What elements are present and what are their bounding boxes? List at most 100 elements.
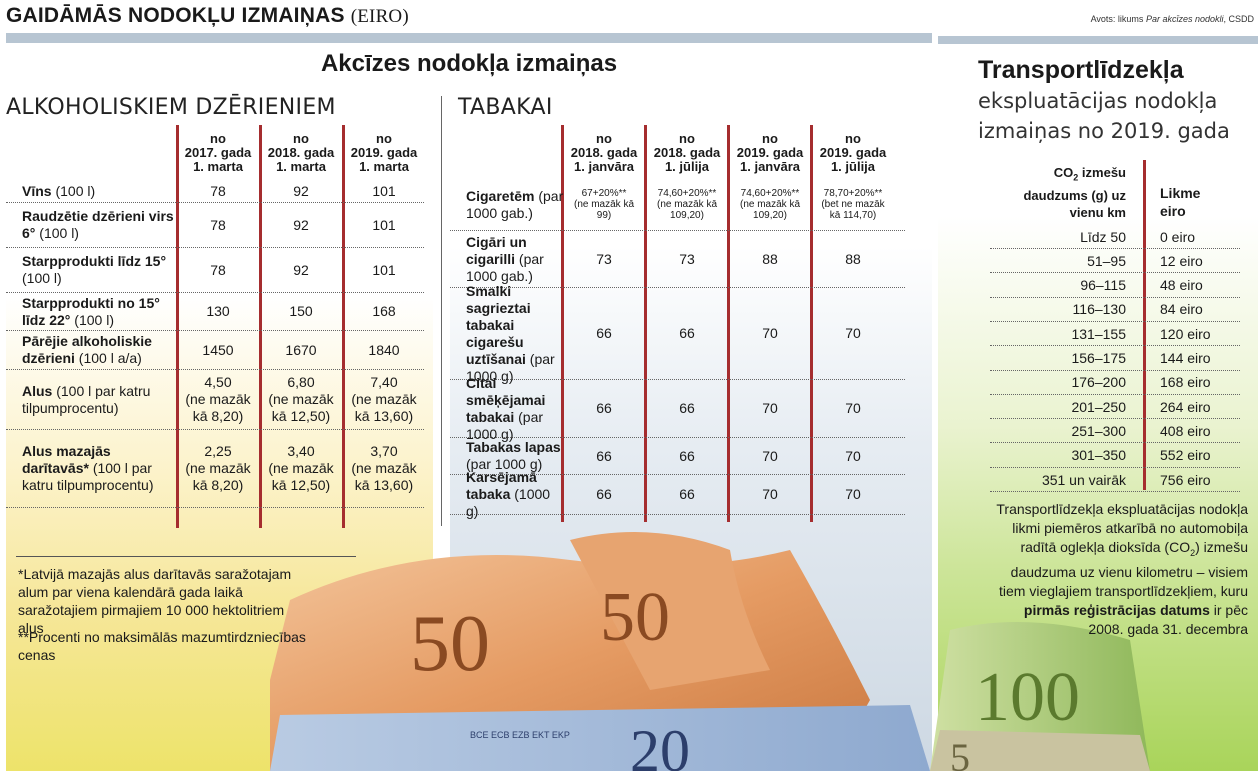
banknote-20-label: 20 — [630, 718, 690, 771]
row-label-name: Karsējamā tabaka — [466, 469, 537, 502]
row-value-lines: 73 — [679, 251, 695, 268]
footnote-2: **Procenti no maksimālās mazumtirdzniecī… — [18, 629, 306, 663]
row-value: 92 — [261, 203, 341, 247]
row-label: Raudzētie dzērieni virs 6° (100 l) — [22, 203, 176, 247]
co2-range: 201–250 — [1071, 398, 1126, 415]
banknote-100-label: 100 — [975, 659, 1080, 736]
rate-header-line2: eiro — [1160, 203, 1186, 219]
co2-range: 301–350 — [1071, 447, 1126, 464]
row-value-lines: 70 — [845, 448, 861, 465]
column-header-line: 1. janvāra — [574, 159, 634, 174]
row-value: 67+20%** (ne mazāk kā 99) — [564, 179, 644, 230]
co2-row: 156–175 144 eiro — [990, 347, 1240, 371]
column-header-1: no 2017. gada 1. marta — [178, 132, 258, 174]
row-value-line: 66 — [679, 486, 695, 502]
row-value: 70 — [813, 380, 893, 437]
section-divider — [441, 96, 442, 526]
column-header-line: 1. janvāra — [740, 159, 800, 174]
row-label: Starpprodukti no 15° līdz 22° (100 l) — [22, 293, 176, 330]
row-label-unit: (100 l par katru tilpumprocentu) — [22, 460, 154, 493]
co2-rate: 408 eiro — [1160, 422, 1211, 439]
desc-part2: ) izmešu daudzuma uz vienu kilometru – v… — [999, 539, 1248, 599]
row-value-lines: 70 — [845, 400, 861, 417]
table-row: Vīns (100 l) 78 92 101 — [6, 181, 424, 203]
row-value-line: 101 — [372, 183, 396, 199]
footnote-1: *Latvijā mazajās alus darītavās saražota… — [18, 566, 292, 636]
vehicle-tax-title: Transportlīdzekļa — [978, 56, 1184, 84]
row-value-line: 70 — [845, 325, 861, 341]
row-value: 3,70 (ne mazāk kā 13,60) — [344, 430, 424, 507]
row-value-lines: 92 — [293, 183, 309, 200]
row-label-name: Tabakas lapas — [466, 439, 561, 455]
footnotes-divider — [16, 556, 356, 557]
row-value-lines: 66 — [679, 486, 695, 503]
row-value: 66 — [564, 380, 644, 437]
table-row: Citai smēķējamai tabakai (par 1000 g) 66 6… — [450, 375, 905, 442]
column-divider-3 — [727, 125, 730, 522]
row-label: Citai smēķējamai tabakai (par 1000 g) — [466, 375, 566, 442]
co2-row: 131–155 120 eiro — [990, 322, 1240, 347]
table-row: Starpprodukti no 15° līdz 22° (100 l) 130… — [6, 293, 424, 331]
row-label-name: Raudzētie dzērieni virs 6° — [22, 208, 174, 241]
vehicle-tax-subtitle-2: izmaiņas no 2019. gada — [978, 119, 1230, 143]
column-header-line: no — [845, 131, 861, 146]
column-header-line: no — [376, 131, 392, 146]
row-label-unit: (par 1000 g) — [466, 350, 555, 384]
header-band-left — [6, 33, 932, 43]
row-label-text: Starpprodukti no 15° līdz 22° (100 l) — [22, 295, 176, 329]
row-value-lines: 66 — [679, 325, 695, 342]
row-value: 3,40 (ne mazāk kā 12,50) — [261, 430, 341, 507]
row-value: 101 — [344, 203, 424, 247]
row-value-lines: 66 — [596, 448, 612, 465]
banknote-50-label-a: 50 — [410, 600, 490, 688]
row-value-line: 101 — [372, 216, 396, 233]
row-value-line: (ne mazāk — [268, 460, 334, 476]
row-label-unit: (par 1000 gab.) — [466, 250, 544, 284]
column-header-line: 2018. gada — [653, 145, 721, 160]
row-label: Tabakas lapas (par 1000 g) — [466, 438, 566, 474]
row-value-lines: 66 — [596, 400, 612, 417]
row-value-line: 4,50 — [204, 374, 232, 390]
source-note: Avots: likums Par akcīzes nodokli, CSDD — [1091, 14, 1254, 24]
row-value: 74,60+20%** (ne mazāk kā 109,20) — [647, 179, 727, 230]
row-label-unit: (100 l) — [51, 183, 96, 199]
row-value-lines: 3,70 (ne mazāk kā 13,60) — [351, 443, 416, 494]
row-value-line: 88 — [762, 250, 778, 267]
tobacco-table: no 2018. gada 1. janvāra no 2018. gada 1. jūl… — [450, 125, 932, 535]
co2-row: 351 un vairāk 756 eiro — [990, 468, 1240, 492]
row-label-text: Karsējamā tabaka (1000 g) — [466, 469, 566, 520]
row-value-lines: 101 — [372, 262, 395, 279]
row-value-line: 66 — [596, 400, 612, 416]
row-value-lines: 101 — [372, 183, 395, 200]
row-value-line: 70 — [762, 447, 778, 464]
column-header-2: no 2018. gada 1. jūlija — [647, 132, 727, 174]
row-value-line: kā 8,20) — [192, 408, 244, 424]
row-value-line: (bet ne mazāk — [821, 199, 885, 210]
co2-row: 96–115 48 eiro — [990, 274, 1240, 298]
row-label-name: Starpprodukti līdz 15° — [22, 253, 167, 269]
co2-row: 116–130 84 eiro — [990, 298, 1240, 322]
row-value-line: 74,60+20%** — [740, 188, 800, 199]
table-row: Raudzētie dzērieni virs 6° (100 l) 78 92 10… — [6, 203, 424, 248]
banknote-50-b — [570, 532, 770, 690]
row-value-line: (ne mazāk — [351, 391, 417, 407]
co2-column-header: CO2 izmešu daudzums (g) uz vienu km — [990, 164, 1126, 221]
row-value-lines: 7,40 (ne mazāk kā 13,60) — [351, 374, 416, 425]
row-value-line: 3,70 — [370, 443, 398, 459]
row-value: 2,25 (ne mazāk kā 8,20) — [178, 430, 258, 507]
row-value-line: (ne mazāk kā — [656, 199, 718, 210]
page-title: GAIDĀMĀS NODOKĻU IZMAIŅAS (EIRO) — [6, 4, 409, 28]
row-value-lines: 70 — [762, 325, 778, 342]
co2-row: Līdz 50 0 eiro — [990, 225, 1240, 249]
row-label-text: Alus (100 l par katru tilpumprocentu) — [22, 383, 176, 417]
column-header-line: 1. jūlija — [664, 159, 710, 174]
row-value-lines: 3,40 (ne mazāk kā 12,50) — [268, 443, 333, 494]
row-value-line: 1670 — [285, 341, 317, 358]
row-value-line: 168 — [372, 303, 396, 319]
co2-row: 201–250 264 eiro — [990, 395, 1240, 420]
alcohol-table: no 2017. gada 1. marta no 2018. gada 1. marta… — [6, 125, 433, 535]
row-label-unit: (par 1000 g) — [466, 408, 544, 442]
column-divider-2 — [259, 125, 262, 528]
row-value: 4,50 (ne mazāk kā 8,20) — [178, 370, 258, 429]
row-label-text: Starpprodukti līdz 15° (100 l) — [22, 253, 176, 287]
